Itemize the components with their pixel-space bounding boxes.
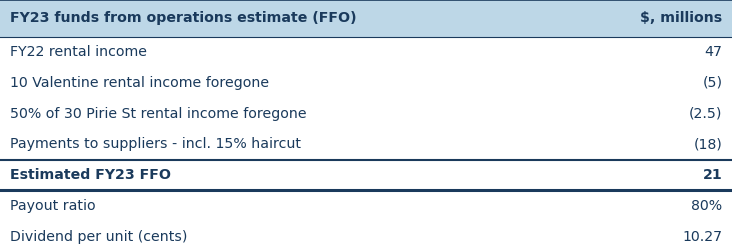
Bar (0, 0, 732, 37)
Text: $, millions: $, millions (640, 11, 722, 25)
Text: Payments to suppliers - incl. 15% haircut: Payments to suppliers - incl. 15% haircu… (10, 137, 301, 151)
Text: (5): (5) (703, 76, 722, 90)
Text: 47: 47 (704, 45, 722, 59)
Text: 21: 21 (703, 168, 722, 182)
Text: Dividend per unit (cents): Dividend per unit (cents) (10, 230, 187, 244)
Text: (18): (18) (694, 137, 722, 151)
Text: 10.27: 10.27 (682, 230, 722, 244)
Text: FY22 rental income: FY22 rental income (10, 45, 146, 59)
Text: FY23 funds from operations estimate (FFO): FY23 funds from operations estimate (FFO… (10, 11, 356, 25)
Text: 10 Valentine rental income foregone: 10 Valentine rental income foregone (10, 76, 269, 90)
Text: 80%: 80% (691, 199, 722, 213)
Text: Estimated FY23 FFO: Estimated FY23 FFO (10, 168, 171, 182)
Text: 50% of 30 Pirie St rental income foregone: 50% of 30 Pirie St rental income foregon… (10, 107, 306, 121)
Text: Payout ratio: Payout ratio (10, 199, 95, 213)
Text: (2.5): (2.5) (689, 107, 722, 121)
